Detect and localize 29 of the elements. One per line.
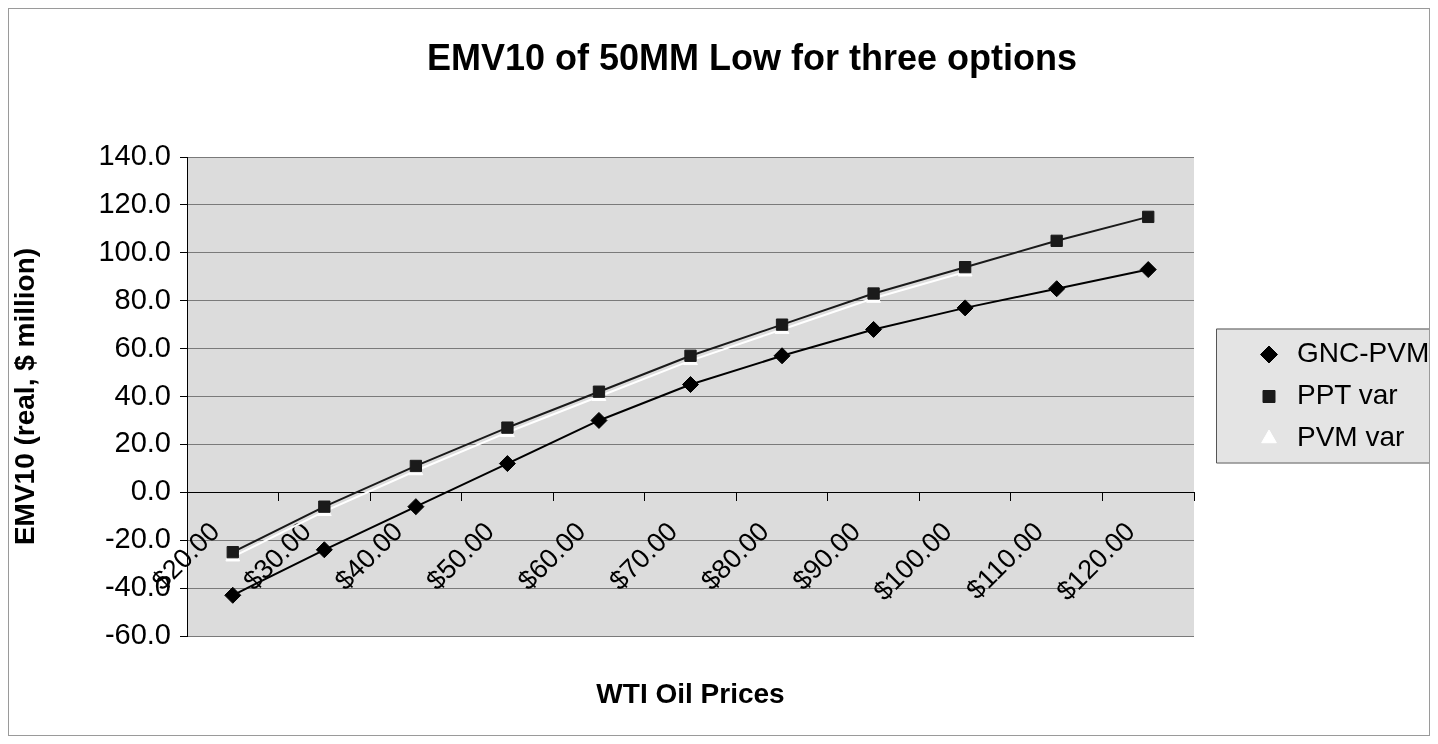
point xyxy=(224,586,242,604)
point xyxy=(315,541,333,559)
legend-label: PVM var xyxy=(1297,421,1405,453)
point xyxy=(407,498,425,516)
point xyxy=(1048,280,1066,298)
point xyxy=(498,455,516,473)
y-axis-title: EMV10 (real, $ million) xyxy=(8,247,40,546)
x-axis-title: WTI Oil Prices xyxy=(596,677,785,709)
point xyxy=(684,349,697,362)
point xyxy=(773,347,791,365)
y-tick-label: 0.0 xyxy=(130,474,171,507)
y-tick-label: 20.0 xyxy=(114,426,171,459)
legend-label: PPT var xyxy=(1297,379,1398,411)
y-tick-label: -60.0 xyxy=(104,618,171,650)
point xyxy=(1139,261,1157,279)
legend-label: GNC-PVM xyxy=(1297,337,1430,369)
point xyxy=(590,411,608,429)
y-tick-label: 60.0 xyxy=(114,330,171,363)
point xyxy=(1050,234,1063,247)
point xyxy=(956,299,974,317)
point xyxy=(682,376,699,394)
point xyxy=(1142,210,1155,224)
y-tick-label: 80.0 xyxy=(114,282,171,315)
chart-title: EMV10 of 50MM Low for three options xyxy=(426,36,1078,78)
y-tick-label: 40.0 xyxy=(114,378,171,411)
y-tick-label: 120.0 xyxy=(98,186,171,219)
y-tick-label: 140.0 xyxy=(98,139,171,171)
point xyxy=(865,320,883,338)
y-tick-label: 100.0 xyxy=(98,234,171,267)
